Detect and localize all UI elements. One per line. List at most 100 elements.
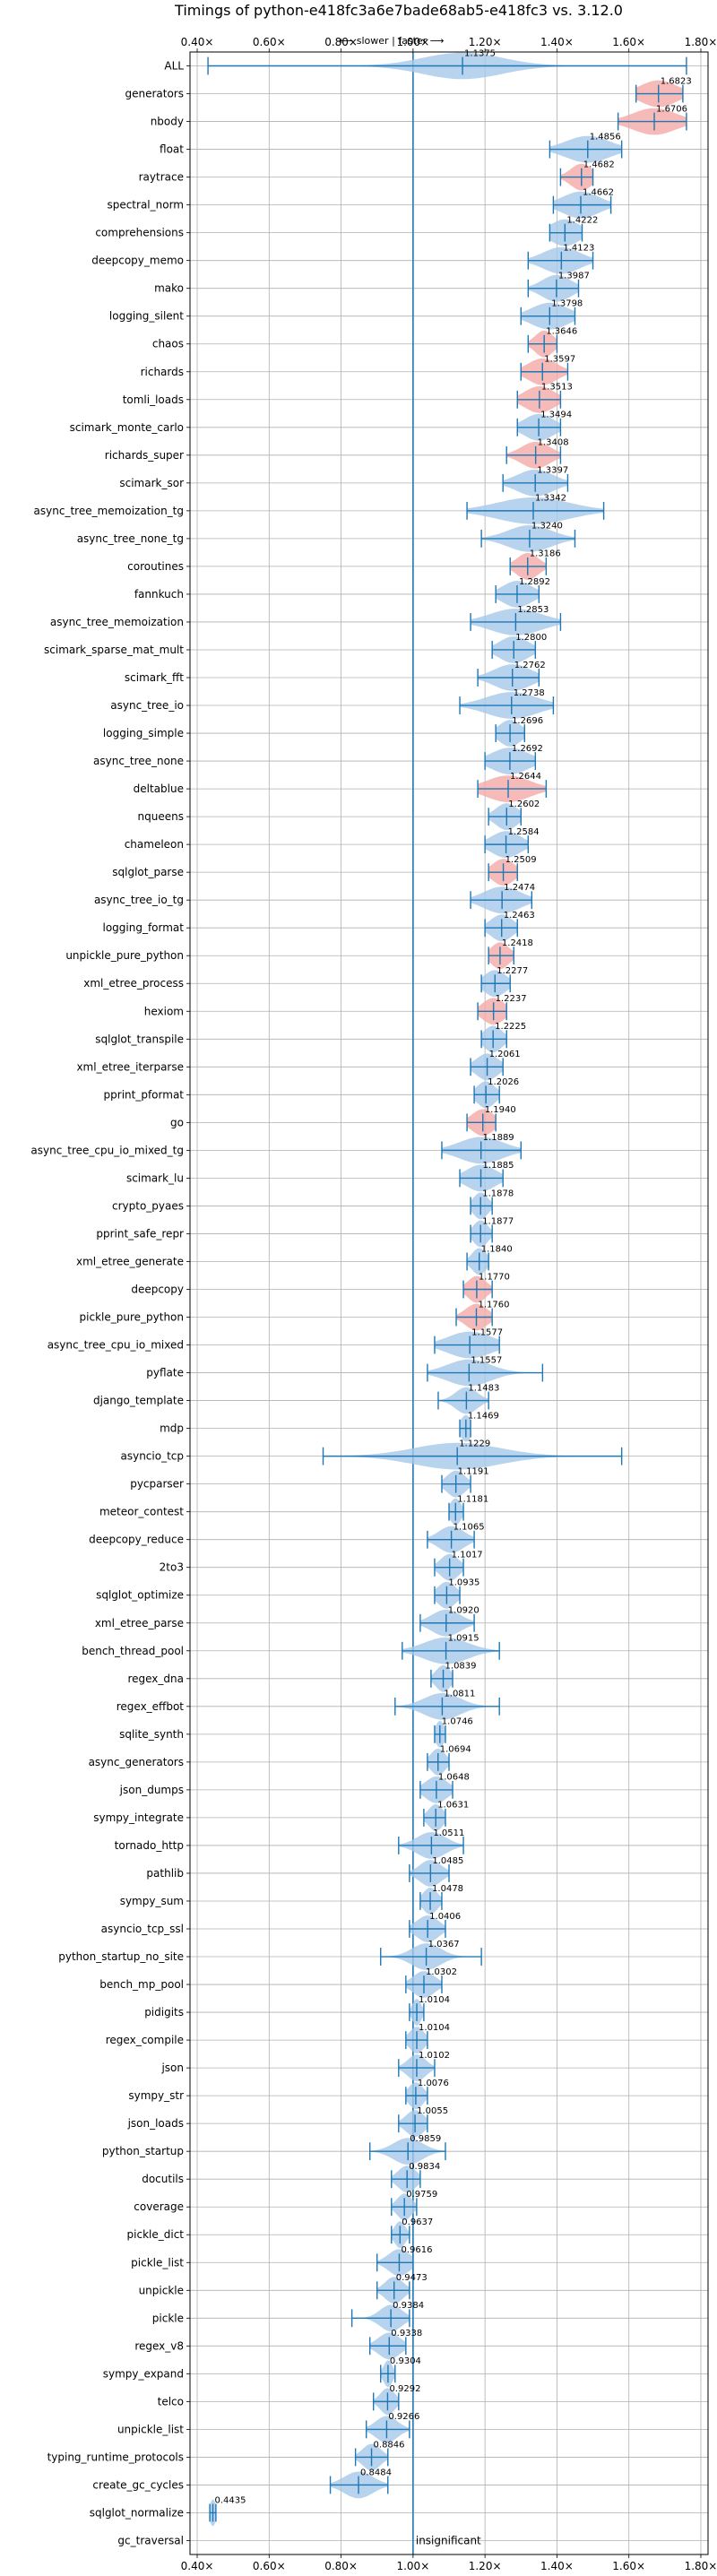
value-label: 1.0478 — [432, 1884, 463, 1894]
benchmark-label: logging_format — [102, 921, 184, 934]
value-label: 1.1885 — [483, 1161, 514, 1171]
benchmark-label: mako — [154, 282, 184, 295]
benchmark-label: nbody — [151, 116, 184, 128]
value-label: 1.3494 — [540, 411, 572, 420]
x-tick-label-bottom: 1.60× — [612, 2560, 645, 2572]
value-label: 1.4123 — [563, 243, 594, 253]
benchmark-label: pickle_dict — [127, 2228, 185, 2241]
benchmark-label: deepcopy_memo — [91, 255, 184, 267]
value-label: 1.2892 — [519, 577, 550, 587]
value-label: 1.2237 — [496, 994, 527, 1004]
benchmark-label: async_generators — [89, 1756, 184, 1768]
benchmark-label: async_tree_io — [110, 699, 184, 712]
benchmark-label: xml_etree_iterparse — [76, 1060, 184, 1073]
benchmark-label: regex_compile — [106, 2034, 184, 2046]
benchmark-label: coverage — [134, 2200, 184, 2213]
value-label: 1.0631 — [437, 1801, 469, 1811]
value-label: 1.2061 — [489, 1050, 521, 1059]
value-label: 1.0102 — [419, 2051, 450, 2061]
benchmark-label: mdp — [160, 1422, 184, 1435]
value-label: 0.9292 — [389, 2384, 420, 2394]
benchmark-label: scimark_monte_carlo — [70, 421, 184, 434]
benchmark-label: sympy_integrate — [93, 1811, 184, 1824]
value-label: 1.1877 — [482, 1216, 514, 1226]
benchmark-label: meteor_contest — [99, 1506, 184, 1518]
benchmark-label: python_startup_no_site — [58, 1950, 184, 1963]
x-tick-label-bottom: 0.60× — [253, 2560, 286, 2572]
value-label: 0.9473 — [396, 2273, 428, 2283]
value-label: 1.2738 — [514, 688, 545, 698]
benchmark-label: tomli_loads — [123, 393, 184, 406]
value-label: 1.1483 — [468, 1383, 499, 1393]
grid-layer — [190, 52, 708, 2554]
benchmark-label: async_tree_memoization_tg — [34, 505, 184, 517]
value-label: 1.2644 — [510, 772, 541, 782]
benchmark-label: bench_thread_pool — [82, 1645, 184, 1657]
benchmark-label: pathlib — [146, 1867, 184, 1880]
value-label: 1.0935 — [448, 1578, 479, 1588]
value-label: 1.2762 — [514, 661, 546, 670]
benchmark-label: asyncio_tcp — [120, 1450, 184, 1463]
x-tick-label-bottom: 0.40× — [181, 2560, 214, 2572]
benchmark-label: float — [160, 143, 184, 156]
x-tick-label-top: 1.80× — [685, 36, 717, 48]
benchmark-label: pyflate — [146, 1367, 184, 1379]
benchmark-label: logging_simple — [103, 727, 184, 739]
benchmark-label: async_tree_memoization — [50, 616, 184, 628]
benchmark-label: sqlglot_transpile — [95, 1033, 184, 1045]
value-label: 0.9859 — [410, 2134, 441, 2144]
value-label: 0.8846 — [374, 2440, 405, 2450]
value-label: 1.2474 — [504, 883, 535, 893]
benchmark-label: unpickle_list — [117, 2423, 184, 2435]
benchmark-label: crypto_pyaes — [112, 1199, 184, 1212]
benchmark-label: bench_mp_pool — [99, 1978, 184, 1991]
benchmark-label: json — [160, 2062, 184, 2074]
value-label: 1.2225 — [495, 1022, 526, 1032]
benchmark-label: async_tree_none — [93, 755, 184, 767]
benchmark-label: raytrace — [139, 171, 184, 184]
benchmark-label: xml_etree_process — [83, 977, 184, 990]
benchmark-label: chaos — [152, 338, 184, 350]
x-tick-label-top: 0.40× — [181, 36, 214, 48]
value-label: 1.2509 — [505, 855, 537, 865]
benchmark-label: unpickle — [139, 2284, 184, 2296]
benchmark-label: sqlglot_normalize — [90, 2506, 184, 2519]
benchmark-label: async_tree_cpu_io_mixed — [48, 1339, 184, 1352]
value-label: 1.1375 — [464, 48, 496, 58]
value-label: 1.1840 — [481, 1244, 513, 1254]
benchmark-label: scimark_sor — [119, 477, 184, 489]
benchmark-label: sqlglot_parse — [112, 866, 184, 878]
benchmark-label: create_gc_cycles — [92, 2478, 184, 2491]
benchmark-label: async_tree_none_tg — [77, 532, 184, 545]
value-label: 1.2026 — [488, 1077, 519, 1087]
value-label: 1.1878 — [482, 1189, 514, 1198]
value-label: 1.2602 — [508, 800, 540, 809]
x-tick-label-top: 1.40× — [540, 36, 574, 48]
x-tick-label-bottom: 1.40× — [540, 2560, 574, 2572]
benchmark-label: pycparser — [130, 1478, 184, 1491]
value-label: 1.4856 — [590, 132, 621, 142]
marks-layer — [207, 52, 687, 2554]
value-label: 1.0920 — [448, 1606, 479, 1616]
benchmark-label: pprint_safe_repr — [96, 1227, 184, 1240]
benchmark-label: pickle — [152, 2312, 184, 2324]
benchmark-label: unpickle_pure_python — [65, 949, 184, 962]
value-label: 0.9304 — [390, 2356, 421, 2366]
benchmark-label: pickle_pure_python — [80, 1311, 184, 1324]
benchmark-label: pidigits — [144, 2006, 184, 2018]
value-label: 1.4222 — [566, 215, 598, 225]
benchmark-label: ALL — [164, 60, 184, 73]
value-label: 0.9616 — [401, 2245, 432, 2255]
benchmark-label: typing_runtime_protocols — [48, 2451, 184, 2463]
value-label: 1.2696 — [512, 716, 543, 726]
value-label: 0.4435 — [214, 2495, 246, 2505]
benchmark-label: richards — [141, 366, 184, 378]
benchmark-label: xml_etree_generate — [76, 1255, 184, 1267]
benchmark-label: regex_effbot — [117, 1700, 185, 1713]
value-label: 1.1557 — [471, 1355, 502, 1365]
benchmark-label: async_tree_cpu_io_mixed_tg — [30, 1144, 184, 1156]
value-label: 1.3597 — [544, 355, 575, 365]
benchmark-label: nqueens — [138, 810, 184, 823]
value-label: 1.2853 — [517, 605, 549, 615]
